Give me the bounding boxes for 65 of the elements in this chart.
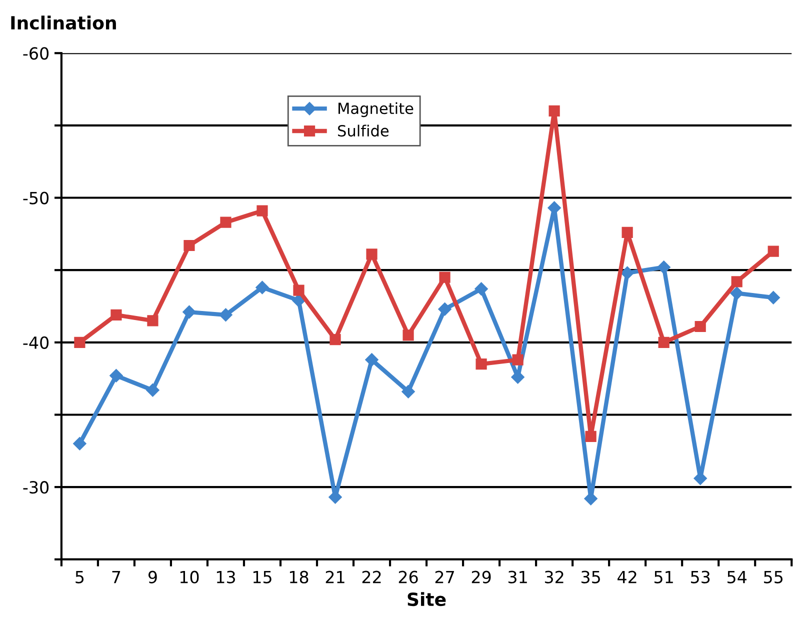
point: [658, 336, 670, 348]
x-tick-label: 21: [326, 570, 344, 584]
point: [147, 315, 158, 326]
x-tick-label: 26: [398, 570, 418, 584]
legend-label: Magnetite: [338, 102, 414, 118]
x-tick-label: 55: [764, 571, 783, 584]
point: [220, 216, 232, 228]
x-tick-label: 18: [290, 570, 308, 584]
point: [402, 385, 415, 398]
x-tick-label: 15: [253, 571, 272, 584]
point: [182, 305, 196, 319]
x-tick-label: 22: [362, 570, 381, 584]
point: [731, 276, 742, 288]
x-tick-label: 42: [618, 570, 636, 584]
y-axis-title: Inclination: [11, 16, 116, 30]
point: [768, 246, 779, 257]
point: [766, 290, 780, 304]
point: [292, 294, 306, 308]
point: [330, 334, 341, 346]
point: [74, 336, 86, 348]
y-tick-label: -60: [23, 47, 49, 60]
x-tick-label: 10: [180, 570, 199, 584]
x-tick-label: 32: [544, 570, 564, 584]
x-tick-label: 54: [728, 571, 747, 584]
point: [146, 384, 160, 397]
y-tick-label: -40: [23, 336, 49, 349]
point: [110, 309, 122, 320]
point: [474, 282, 488, 296]
point: [256, 205, 268, 216]
point: [548, 105, 560, 117]
x-tick-label: 9: [148, 570, 157, 584]
point: [730, 286, 744, 300]
y-tick-label: -30: [23, 481, 49, 494]
x-tick-label: 51: [654, 571, 673, 584]
point: [622, 226, 633, 238]
x-tick-label: 13: [216, 570, 235, 584]
point: [476, 358, 487, 370]
y-tick-label: -50: [23, 192, 49, 204]
legend-label: Sulfide: [338, 124, 389, 137]
point: [365, 353, 378, 366]
point: [512, 354, 524, 366]
x-tick-label: 31: [508, 570, 527, 584]
point: [439, 272, 450, 283]
point: [548, 201, 561, 214]
x-tick-label: 27: [435, 570, 454, 584]
point: [184, 240, 195, 252]
x-tick-label: 29: [472, 570, 491, 584]
point: [366, 248, 378, 260]
point: [402, 330, 414, 341]
point: [219, 308, 232, 322]
point: [438, 302, 452, 316]
point: [620, 266, 634, 280]
x-tick-label: 53: [691, 570, 710, 584]
x-tick-label: 35: [581, 570, 600, 584]
point: [256, 280, 269, 294]
x-tick-label: 7: [112, 571, 120, 584]
point: [73, 437, 86, 450]
point: [657, 260, 670, 274]
point: [585, 430, 596, 442]
point: [584, 492, 598, 506]
point: [694, 320, 706, 332]
x-tick-label: 5: [76, 571, 84, 584]
point: [110, 369, 123, 382]
x-axis-title: Site: [408, 592, 446, 606]
point: [293, 284, 304, 296]
